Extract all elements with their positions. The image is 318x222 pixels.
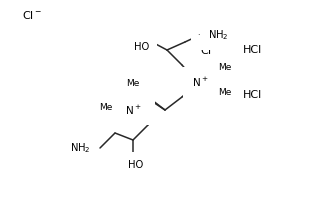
Text: N$^+$: N$^+$ xyxy=(125,103,141,117)
Text: HCl: HCl xyxy=(243,45,262,55)
Text: HO: HO xyxy=(134,42,149,52)
Text: Cl$^-$: Cl$^-$ xyxy=(22,9,42,21)
Text: HO: HO xyxy=(132,99,147,109)
Text: Me: Me xyxy=(99,103,112,111)
Text: HO: HO xyxy=(128,160,144,170)
Text: NH$_2$: NH$_2$ xyxy=(208,28,228,42)
Text: Me: Me xyxy=(218,87,232,97)
Text: N$^+$: N$^+$ xyxy=(192,75,208,89)
Text: HCl: HCl xyxy=(243,90,262,100)
Text: Cl$^-$: Cl$^-$ xyxy=(200,44,220,56)
Text: Me: Me xyxy=(126,79,140,88)
Text: Me: Me xyxy=(218,63,232,71)
Text: NH$_2$: NH$_2$ xyxy=(70,141,90,155)
